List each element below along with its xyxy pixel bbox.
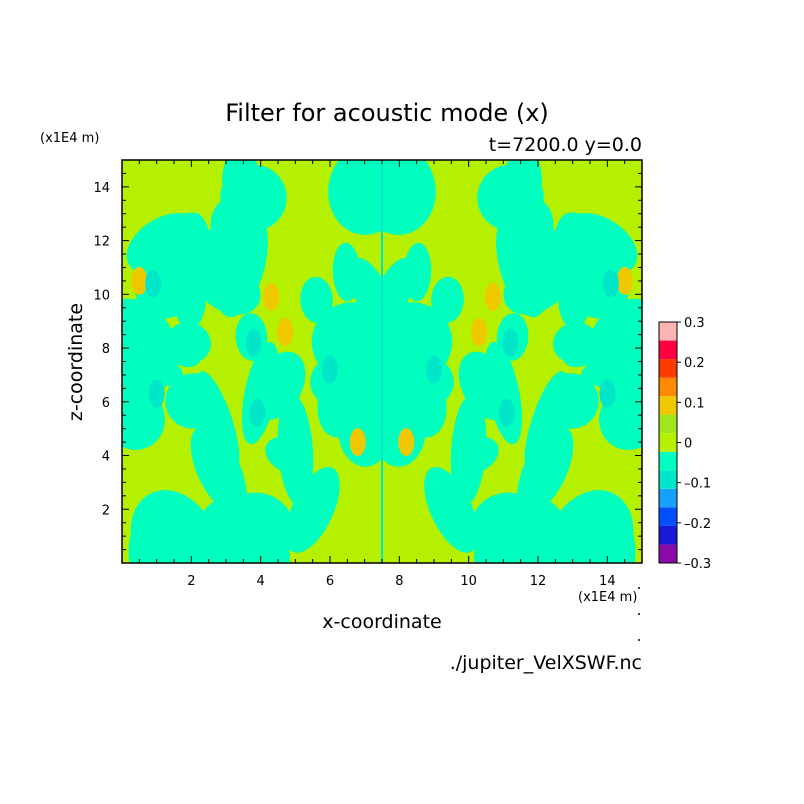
- colorbar-label: 0.3: [684, 316, 705, 331]
- colorbar-segment: [659, 452, 677, 471]
- contour-blob: [145, 270, 161, 298]
- contour-blob: [603, 270, 619, 298]
- x-axis-label: x-coordinate: [322, 611, 441, 633]
- colorbar-segment: [659, 322, 677, 341]
- source-file-label: ./jupiter_VelXSWF.nc: [450, 652, 642, 674]
- colorbar-label: 0: [684, 437, 692, 452]
- colorbar-label: –0.2: [684, 517, 711, 532]
- contour-blob: [471, 318, 487, 346]
- y-tick-label: 2: [102, 503, 110, 518]
- x-tick-label: 12: [530, 574, 547, 589]
- colorbar-segment: [659, 341, 677, 360]
- x-tick-label: 14: [599, 574, 616, 589]
- colorbar-segment: [659, 359, 677, 378]
- contour-blob: [249, 399, 265, 427]
- contour-blob: [398, 428, 414, 456]
- colorbar-label: 0.1: [684, 396, 705, 411]
- contour-blob: [426, 356, 442, 384]
- contour-blob: [617, 267, 633, 295]
- colorbar-segment: [659, 396, 677, 415]
- colorbar-segment: [659, 433, 677, 452]
- contour-blob: [277, 318, 293, 346]
- y-tick-label: 14: [93, 181, 110, 196]
- plot-area: [82, 138, 682, 611]
- colorbar-segment: [659, 415, 677, 434]
- colorbar-segment: [659, 489, 677, 508]
- x-tick-label: 2: [187, 574, 195, 589]
- contour-blob: [263, 283, 279, 311]
- x-unit-label: (x1E4 m): [578, 590, 637, 605]
- y-tick-label: 12: [93, 235, 110, 250]
- colorbar-segment: [659, 544, 677, 563]
- contour-blob: [499, 399, 515, 427]
- y-axis-label: z-coordinate: [65, 303, 87, 421]
- contour-blob: [485, 283, 501, 311]
- colorbar-label: 0.2: [684, 356, 705, 371]
- contour-blob: [246, 329, 262, 357]
- chart-subtitle: t=7200.0 y=0.0: [489, 134, 642, 156]
- x-tick-label: 8: [395, 574, 403, 589]
- contour-blob: [149, 380, 165, 408]
- x-tick-label: 6: [326, 574, 334, 589]
- dot: [638, 587, 640, 589]
- y-tick-label: 4: [102, 450, 110, 465]
- x-tick-label: 4: [257, 574, 265, 589]
- decorative-dots: [638, 587, 640, 641]
- y-tick-label: 6: [102, 396, 110, 411]
- colorbar-segment: [659, 378, 677, 397]
- dot: [638, 613, 640, 615]
- contour-blob: [350, 428, 366, 456]
- colorbar-label: –0.1: [684, 477, 711, 492]
- colorbar-segment: [659, 507, 677, 526]
- colorbar-segment: [659, 470, 677, 489]
- x-tick-label: 10: [460, 574, 477, 589]
- contour-blob: [322, 356, 338, 384]
- y-tick-label: 10: [93, 288, 110, 303]
- colorbar-label: –0.3: [684, 557, 711, 572]
- chart-title: Filter for acoustic mode (x): [225, 99, 549, 127]
- colorbar: 0.3 0.2 0.1 0 –0.1 –0.2 –0.3: [659, 316, 711, 572]
- colorbar-segment: [659, 526, 677, 545]
- contour-blob: [599, 380, 615, 408]
- contour-blob: [502, 329, 518, 357]
- dot: [638, 639, 640, 641]
- y-tick-label: 8: [102, 342, 110, 357]
- contour-blob: [131, 267, 147, 295]
- z-unit-label: (x1E4 m): [40, 131, 99, 146]
